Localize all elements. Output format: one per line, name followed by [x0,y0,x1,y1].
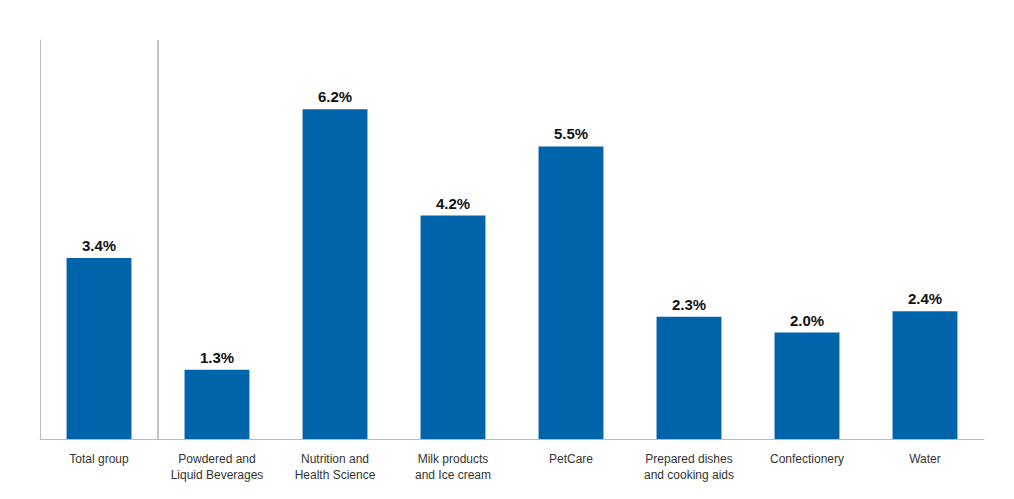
svg-text:PetCare: PetCare [549,452,593,466]
svg-text:4.2%: 4.2% [436,195,470,212]
svg-text:2.3%: 2.3% [672,296,706,313]
svg-text:Confectionery: Confectionery [770,452,844,466]
svg-text:Total group: Total group [69,452,129,466]
svg-text:5.5%: 5.5% [554,125,588,142]
svg-text:2.4%: 2.4% [908,290,942,307]
svg-text:and cooking aids: and cooking aids [644,468,734,482]
svg-text:and Ice cream: and Ice cream [415,468,491,482]
svg-text:1.3%: 1.3% [200,349,234,366]
svg-text:Prepared dishes: Prepared dishes [645,452,732,466]
svg-text:Water: Water [909,452,941,466]
svg-text:Nutrition and: Nutrition and [301,452,369,466]
svg-text:Milk products: Milk products [418,452,489,466]
svg-text:Liquid Beverages: Liquid Beverages [171,468,264,482]
svg-text:3.4%: 3.4% [82,237,116,254]
svg-text:6.2%: 6.2% [318,88,352,105]
svg-text:2.0%: 2.0% [790,312,824,329]
svg-text:Health Science: Health Science [295,468,376,482]
svg-text:Powdered and: Powdered and [178,452,255,466]
